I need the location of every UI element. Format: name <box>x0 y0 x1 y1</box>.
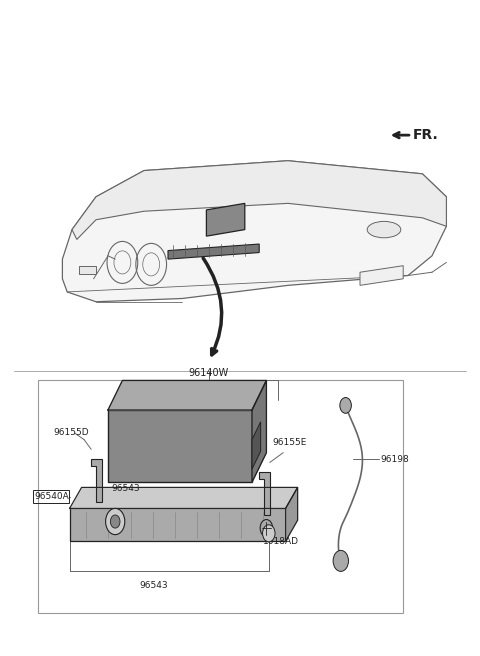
Polygon shape <box>72 161 446 239</box>
Polygon shape <box>360 266 403 285</box>
Ellipse shape <box>367 221 401 237</box>
Polygon shape <box>168 244 259 259</box>
Text: 96543: 96543 <box>139 581 168 590</box>
Text: 1018AD: 1018AD <box>263 537 299 546</box>
Circle shape <box>260 520 273 537</box>
Text: 96140W: 96140W <box>189 367 229 378</box>
Circle shape <box>340 398 351 413</box>
Polygon shape <box>286 487 298 541</box>
Text: FR.: FR. <box>413 128 439 142</box>
Circle shape <box>106 508 125 535</box>
Circle shape <box>263 525 275 542</box>
Text: 96155E: 96155E <box>273 438 307 447</box>
Circle shape <box>110 515 120 528</box>
Polygon shape <box>206 203 245 236</box>
Text: 96155D: 96155D <box>54 428 89 438</box>
Polygon shape <box>259 472 270 515</box>
Text: 96543: 96543 <box>111 484 140 493</box>
Polygon shape <box>62 161 446 302</box>
Bar <box>108 410 252 482</box>
Bar <box>38 380 403 613</box>
Bar <box>70 508 286 541</box>
Polygon shape <box>70 487 298 508</box>
Text: 96198: 96198 <box>381 455 409 464</box>
Bar <box>33 490 69 503</box>
Polygon shape <box>108 380 266 410</box>
Polygon shape <box>79 266 96 274</box>
Text: 96540A: 96540A <box>35 492 69 501</box>
Polygon shape <box>91 459 102 502</box>
Circle shape <box>333 550 348 571</box>
Polygon shape <box>252 380 266 482</box>
Polygon shape <box>252 422 261 469</box>
